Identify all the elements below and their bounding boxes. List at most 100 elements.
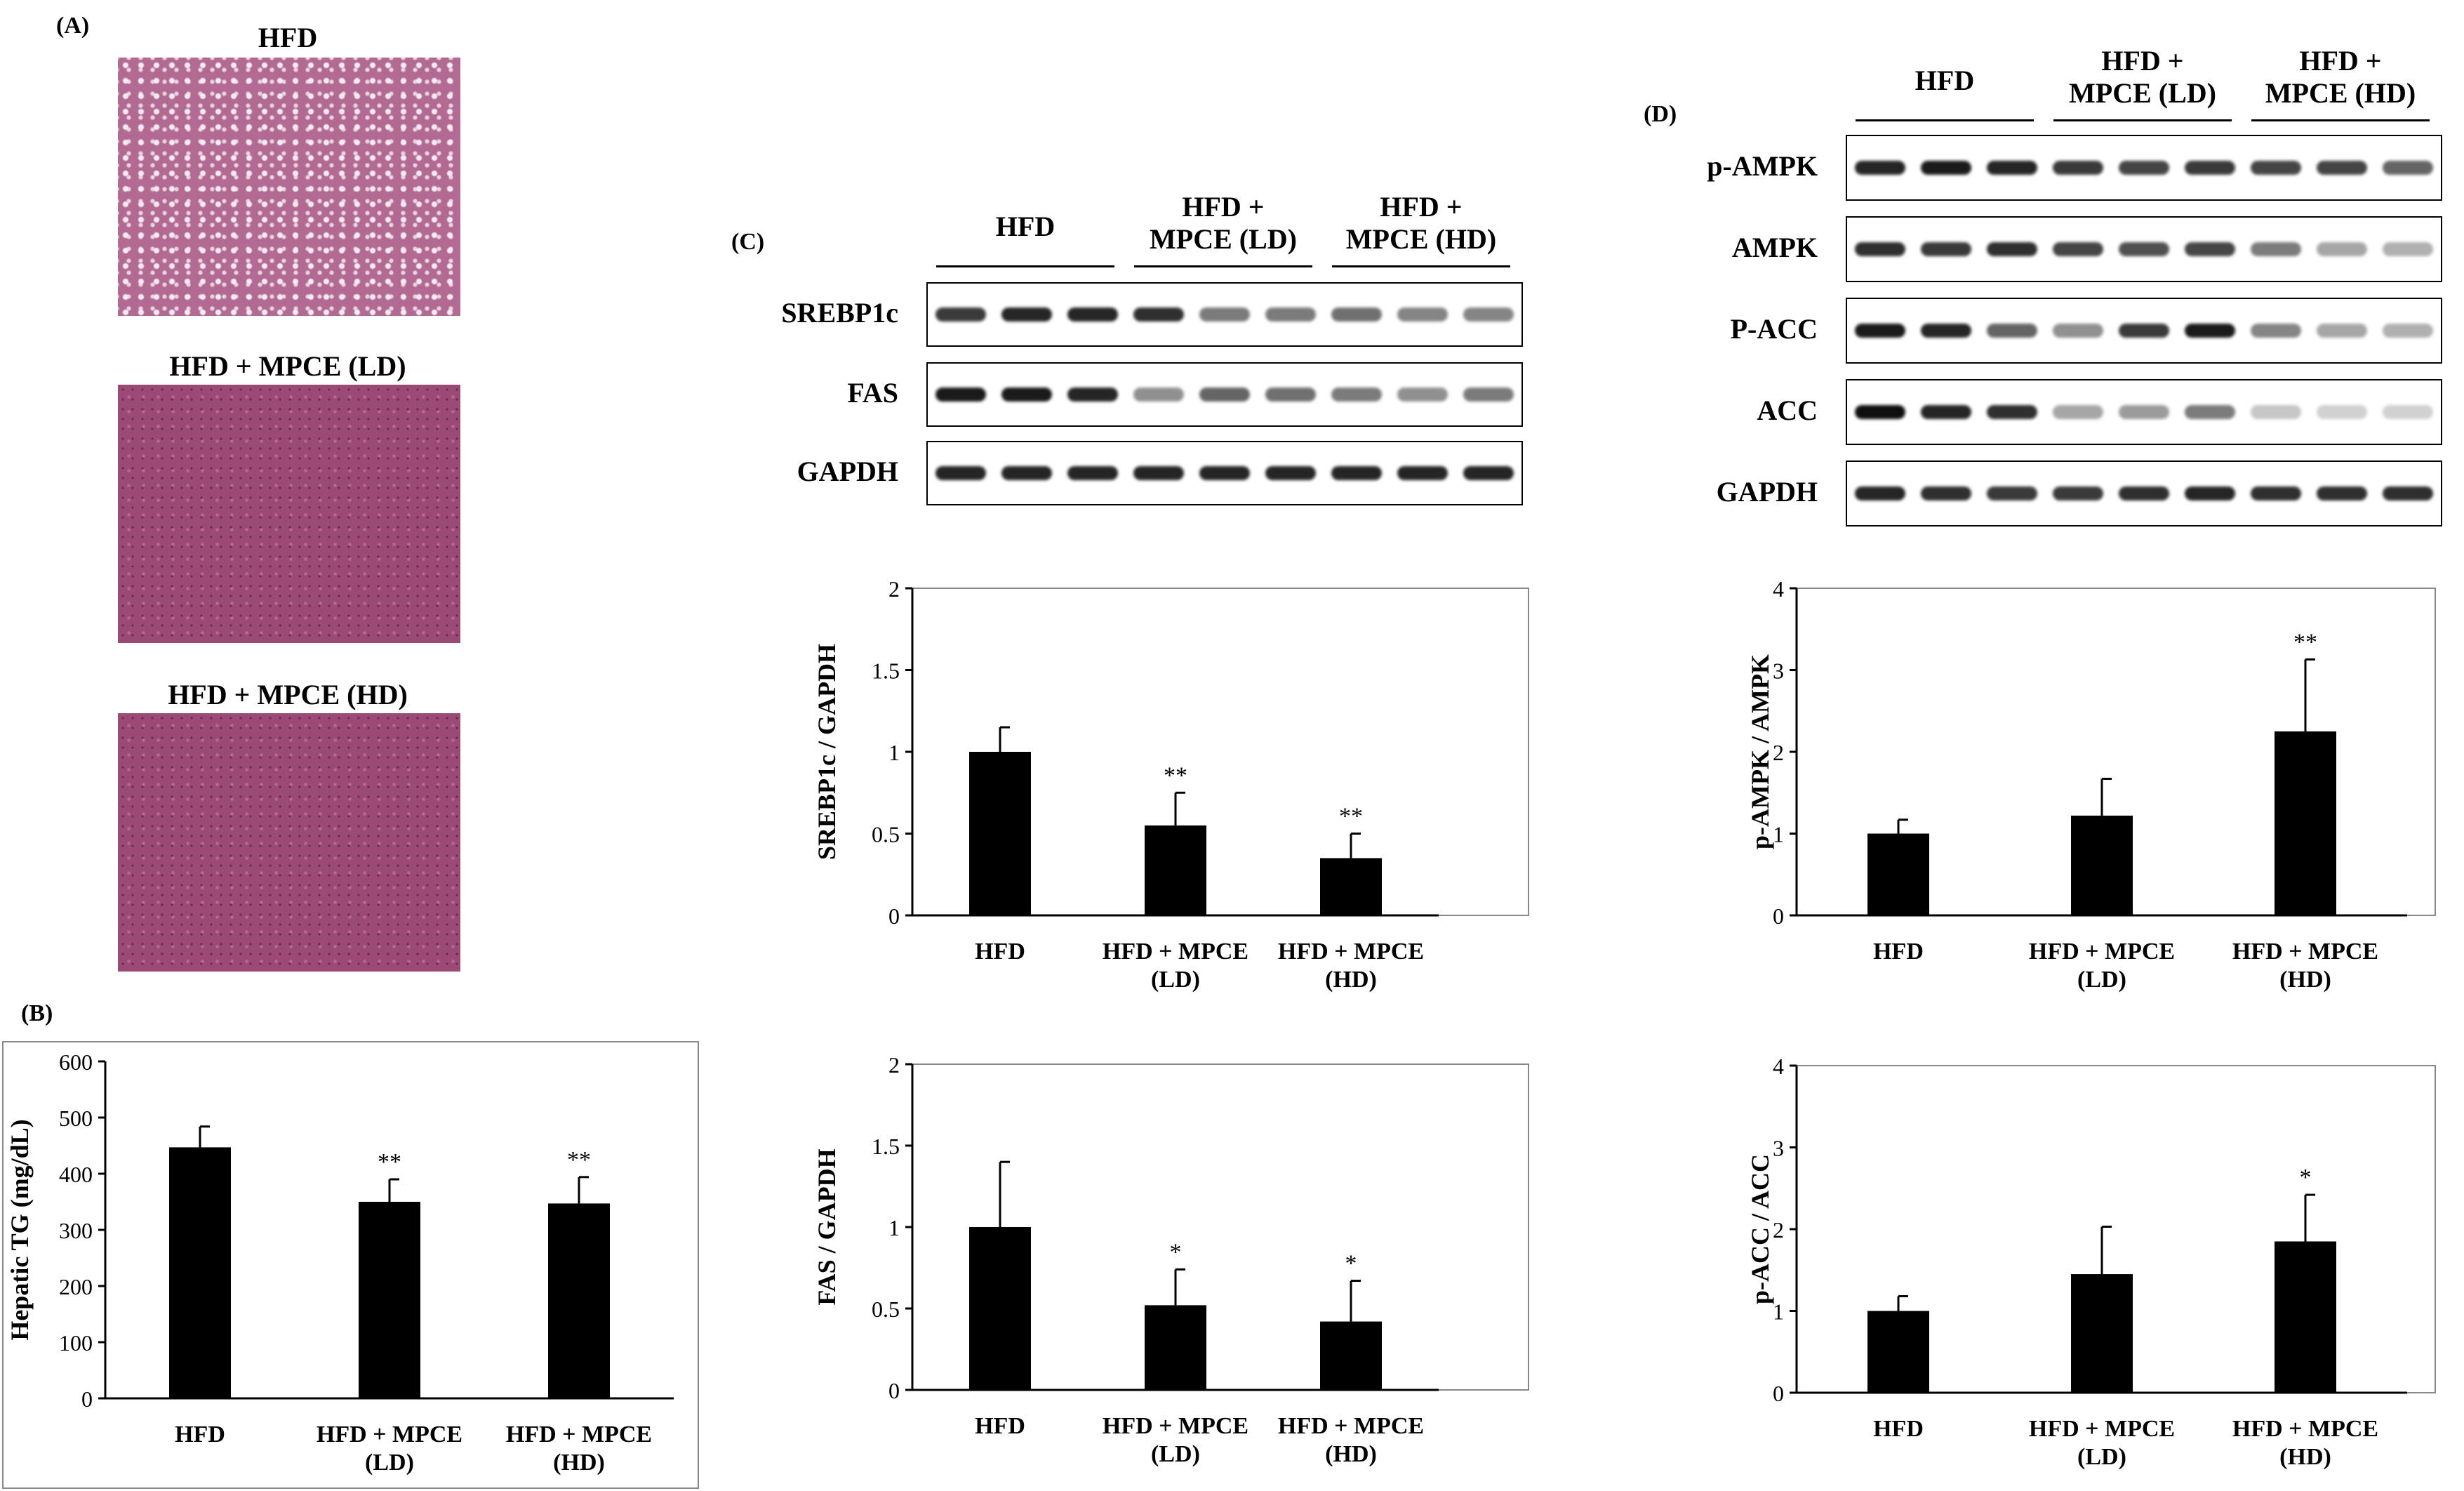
x-tick-label: HFD + MPCE	[1278, 939, 1424, 965]
x-tick-label: (LD)	[2077, 1444, 2126, 1470]
bar	[969, 752, 1031, 915]
blot-d-band	[2317, 242, 2367, 256]
bar	[1320, 858, 1382, 915]
blot-c-band	[935, 307, 986, 322]
x-tick-label: HFD	[1873, 939, 1924, 965]
y-tick-label: 1	[888, 1215, 900, 1240]
blot-c-band	[1397, 307, 1448, 322]
blot-d-band	[1855, 161, 1905, 175]
blot-d-band	[2185, 242, 2235, 256]
blot-c-group-label-line: HFD +	[1380, 191, 1463, 223]
y-tick-label: 2	[1773, 740, 1784, 765]
x-tick-label: HFD + MPCE	[1103, 1413, 1248, 1439]
blot-d-blot-strip	[1846, 135, 2442, 201]
blot-d-band	[2383, 324, 2433, 338]
x-tick-label: HFD + MPCE	[2029, 939, 2175, 965]
blot-d-band	[2317, 486, 2367, 501]
blot-c-band	[1133, 307, 1184, 322]
significance-marker: **	[1164, 762, 1187, 788]
blot-d-band	[2317, 161, 2367, 175]
blot-c-group-label-line: MPCE (LD)	[1150, 223, 1297, 255]
blot-d-row-label: AMPK	[1731, 232, 1818, 263]
micrograph-hfd	[118, 58, 460, 316]
blot-c-band	[1199, 307, 1250, 322]
blot-d-band	[1855, 486, 1905, 501]
bar	[1867, 833, 1929, 915]
significance-marker: *	[1170, 1239, 1182, 1265]
bar	[2275, 1241, 2336, 1393]
blot-c-row-label: FAS	[847, 377, 898, 409]
blot-c-band	[1001, 307, 1052, 322]
blot-d-group-label: HFD + MPCE (HD)	[2228, 45, 2453, 110]
y-tick-label: 100	[59, 1330, 93, 1356]
blot-c-group-underline	[936, 265, 1114, 267]
blot-d-band	[2185, 405, 2235, 419]
y-axis-label: SREBP1c / GAPDH	[813, 644, 841, 860]
blot-c-band	[1463, 387, 1514, 402]
y-tick-label: 2	[888, 576, 900, 602]
blot-d-band	[2119, 486, 2169, 501]
blot-c-group-label: HFD + MPCE (HD)	[1309, 191, 1533, 256]
y-tick-label: 1.5	[872, 658, 900, 684]
blot-d-band	[2251, 242, 2301, 256]
bar	[1320, 1321, 1382, 1390]
y-tick-label: 4	[1773, 576, 1784, 602]
y-tick-label: 0.5	[872, 1297, 900, 1322]
blot-d-group-label-line: HFD	[1914, 65, 1975, 96]
bar	[359, 1202, 420, 1398]
blot-d-band	[1921, 324, 1971, 338]
x-tick-label: (HD)	[2279, 967, 2331, 993]
blot-d-band	[1921, 405, 1971, 419]
micrograph-title-hd: HFD + MPCE (HD)	[168, 679, 408, 710]
blot-c-band	[1463, 466, 1514, 480]
y-tick-label: 0	[888, 1378, 900, 1403]
blot-d-band	[1855, 242, 1905, 256]
blot-c-band	[1001, 466, 1052, 480]
x-tick-label: HFD + MPCE	[2232, 939, 2378, 965]
y-tick-label: 0	[81, 1386, 93, 1412]
blot-d-band	[2251, 405, 2301, 419]
blot-d-band	[1921, 486, 1971, 501]
blot-d-group-underline	[2053, 119, 2232, 121]
bar	[1145, 1305, 1206, 1390]
blot-c-row-label: GAPDH	[797, 456, 898, 487]
blot-d-band	[2251, 486, 2301, 501]
blot-d-band	[2053, 405, 2103, 419]
blot-d-band	[2383, 486, 2433, 501]
y-tick-label: 0	[888, 903, 900, 929]
blot-c-group-label-line: HFD	[995, 211, 1055, 242]
x-tick-label: HFD + MPCE	[317, 1422, 462, 1447]
panel-label-c: (C)	[731, 229, 765, 255]
x-tick-label: HFD + MPCE	[1103, 939, 1248, 965]
x-tick-label: (HD)	[2279, 1444, 2331, 1470]
blot-d-band	[2053, 161, 2103, 175]
blot-d-band	[2383, 242, 2433, 256]
y-tick-label: 0	[1773, 903, 1784, 929]
y-tick-label: 500	[59, 1106, 93, 1131]
blot-d-group-label: HFD + MPCE (LD)	[2030, 45, 2255, 110]
blot-c-band	[1331, 466, 1382, 480]
blot-c-band	[1397, 387, 1448, 402]
blot-c-blot-strip	[926, 441, 1523, 505]
significance-marker: *	[2300, 1165, 2312, 1191]
blot-d-band	[2383, 161, 2433, 175]
blot-d-band	[2053, 324, 2103, 338]
x-tick-label: (LD)	[1151, 967, 1200, 993]
blot-d-blot-strip	[1846, 460, 2442, 526]
significance-marker: **	[378, 1149, 401, 1175]
x-tick-label: (HD)	[553, 1450, 605, 1476]
blot-d-row-label: p-AMPK	[1707, 150, 1818, 182]
blot-d-band	[2185, 486, 2235, 501]
y-tick-label: 0.5	[872, 822, 900, 847]
chart-frame	[2, 1041, 699, 1489]
panel-label-a: (A)	[56, 13, 90, 39]
blot-d-band	[1855, 405, 1905, 419]
y-tick-label: 2	[888, 1052, 900, 1078]
blot-c-band	[1199, 466, 1250, 480]
blot-c-group-label: HFD + MPCE (LD)	[1111, 191, 1336, 256]
blot-d-band	[1921, 161, 1971, 175]
